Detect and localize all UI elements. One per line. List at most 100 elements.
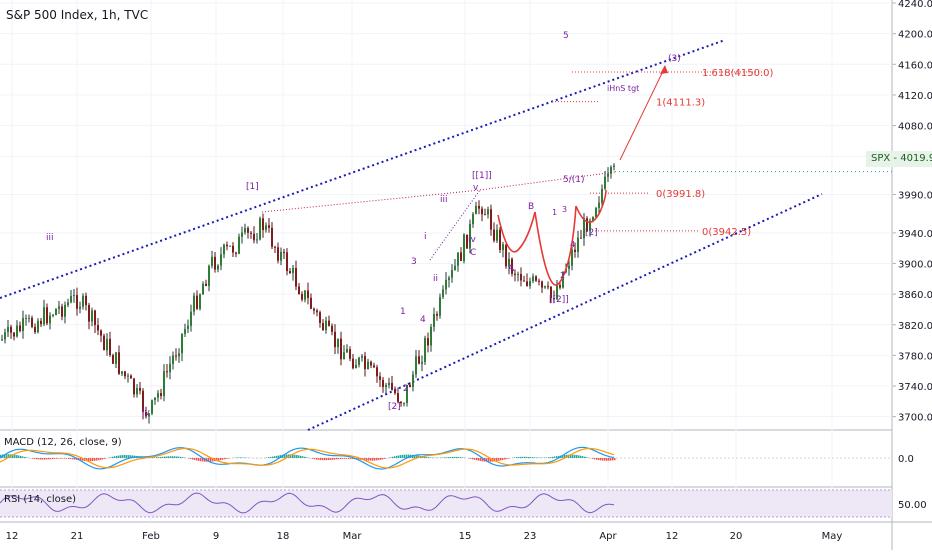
macd-histogram-bar — [14, 455, 16, 458]
candle-body — [166, 371, 168, 372]
candle-body — [100, 330, 102, 335]
macd-histogram-bar — [480, 458, 482, 461]
candle-body — [58, 306, 60, 308]
wave-label: B — [528, 202, 534, 212]
macd-histogram-bar — [374, 458, 376, 461]
macd-histogram-bar — [20, 456, 22, 458]
candle-body — [34, 327, 36, 332]
macd-histogram-bar — [370, 458, 372, 461]
candle-body — [499, 230, 501, 250]
macd-histogram-bar — [338, 458, 340, 459]
candle-body — [475, 206, 477, 214]
macd-histogram-bar — [274, 456, 276, 458]
macd-histogram-bar — [22, 456, 24, 458]
macd-histogram-bar — [114, 456, 116, 458]
candle-body — [325, 321, 327, 330]
macd-histogram-bar — [44, 458, 46, 460]
macd-histogram-bar — [600, 458, 602, 460]
macd-histogram-bar — [276, 456, 278, 458]
candle-body — [496, 230, 498, 241]
macd-histogram-bar — [40, 458, 42, 460]
macd-histogram-bar — [532, 457, 534, 458]
wave-label: iv — [142, 408, 151, 418]
price-axis-tick-label: 4160.0 — [898, 60, 932, 71]
candle-body — [412, 374, 414, 387]
price-axis-tick-label: 3860.0 — [898, 290, 932, 301]
candle-body — [298, 287, 300, 294]
candle-body — [184, 329, 186, 334]
macd-histogram-bar — [550, 457, 552, 458]
macd-histogram-bar — [474, 458, 476, 460]
macd-histogram-bar — [58, 458, 60, 459]
macd-histogram-bar — [128, 455, 130, 458]
wave-label: iii — [46, 233, 54, 243]
macd-histogram-bar — [400, 455, 402, 458]
candle-body — [457, 252, 459, 265]
macd-histogram-bar — [368, 458, 370, 461]
candle-body — [319, 312, 321, 323]
macd-histogram-bar — [324, 458, 326, 460]
candle-body — [202, 284, 204, 295]
candle-body — [349, 349, 351, 359]
macd-histogram-bar — [366, 458, 368, 460]
macd-histogram-bar — [104, 458, 106, 459]
price-axis-tick-label: 4120.0 — [898, 91, 932, 102]
candle-body — [505, 244, 507, 266]
candle-body — [136, 388, 138, 394]
macd-histogram-bar — [194, 458, 196, 460]
macd-histogram-bar — [604, 458, 606, 461]
candle-body — [163, 371, 165, 396]
macd-histogram-bar — [316, 458, 318, 460]
candle-body — [88, 305, 90, 322]
time-axis-tick-label: 18 — [277, 531, 290, 542]
target-level-label: 1.618(4150.0) — [702, 68, 774, 79]
candle-body — [214, 257, 216, 270]
macd-histogram-bar — [454, 457, 456, 458]
macd-histogram-bar — [350, 458, 352, 459]
price-axis-tick-label: 3700.0 — [898, 413, 932, 424]
price-axis-tick-label: 3990.0 — [898, 191, 932, 202]
candle-body — [607, 174, 609, 177]
candle-body — [304, 290, 306, 299]
macd-histogram-bar — [522, 457, 524, 458]
macd-histogram-bar — [582, 456, 584, 458]
target-level-label: 1(4111.3) — [656, 98, 705, 109]
macd-histogram-bar — [596, 458, 598, 460]
macd-histogram-bar — [450, 457, 452, 458]
macd-histogram-bar — [524, 457, 526, 458]
macd-histogram-bar — [348, 458, 350, 459]
macd-histogram-bar — [126, 455, 128, 458]
candle-body — [394, 390, 396, 393]
candle-body — [388, 383, 390, 385]
candle-body — [523, 280, 525, 281]
candle-body — [13, 333, 15, 337]
macd-histogram-bar — [110, 457, 112, 458]
candle-body — [160, 393, 162, 396]
candle-body — [226, 245, 228, 246]
candle-body — [454, 266, 456, 270]
macd-histogram-bar — [554, 457, 556, 458]
candle-body — [127, 376, 129, 377]
time-axis-tick-label: 23 — [524, 531, 537, 542]
price-axis-tick-label: 3740.0 — [898, 382, 932, 393]
candle-body — [418, 356, 420, 363]
macd-histogram-bar — [430, 457, 432, 458]
price-axis-tick-label: 3820.0 — [898, 321, 932, 332]
wave-label: (3) — [668, 54, 681, 64]
candle-body — [532, 276, 534, 281]
candle-body — [10, 327, 12, 333]
time-axis-tick-label: 9 — [213, 531, 219, 542]
macd-histogram-bar — [302, 456, 304, 458]
macd-histogram-bar — [530, 457, 532, 458]
macd-histogram-bar — [170, 456, 172, 458]
wave-label: 2 — [403, 384, 409, 394]
macd-histogram-bar — [476, 458, 478, 460]
macd-histogram-bar — [24, 457, 26, 458]
macd-histogram-bar — [546, 457, 548, 458]
macd-histogram-bar — [32, 458, 34, 459]
candle-body — [25, 318, 27, 319]
macd-histogram-bar — [50, 458, 52, 459]
candle-body — [157, 393, 159, 397]
macd-histogram-bar — [36, 458, 38, 459]
